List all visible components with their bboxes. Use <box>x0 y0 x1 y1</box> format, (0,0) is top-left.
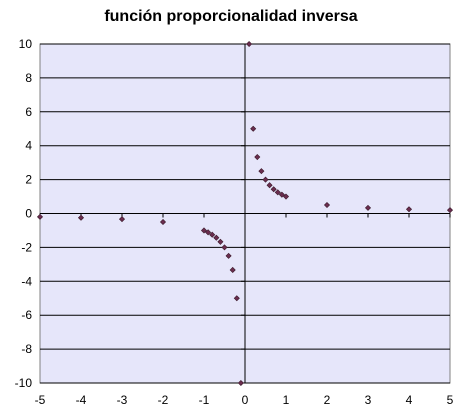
x-tick-label: -1 <box>199 393 210 407</box>
y-tick-label: 10 <box>19 37 33 51</box>
y-tick-label: -10 <box>15 376 33 390</box>
data-point <box>36 213 44 220</box>
data-point <box>221 244 228 251</box>
x-tick-label: 2 <box>324 393 331 407</box>
x-tick-labels: -5 -4 -3 -2 -1 0 1 2 3 4 5 <box>35 393 454 407</box>
data-point <box>233 295 240 302</box>
data-point <box>213 234 220 241</box>
data-point <box>246 40 253 48</box>
data-point <box>270 186 277 193</box>
data-point <box>405 206 413 213</box>
data-point <box>364 204 372 211</box>
x-tick-label: -3 <box>117 393 128 407</box>
data-point <box>254 154 261 161</box>
data-point <box>217 238 224 245</box>
x-tick-label: 4 <box>406 393 413 407</box>
data-point <box>77 214 85 221</box>
y-tick-label: 4 <box>25 139 32 153</box>
data-point <box>229 266 236 273</box>
y-tick-label: -4 <box>21 274 32 288</box>
data-point <box>274 189 281 196</box>
data-point <box>237 379 244 387</box>
data-point <box>200 227 208 234</box>
chart-title: función proporcionalidad inversa <box>104 8 358 25</box>
data-point <box>250 125 257 132</box>
data-point <box>118 216 126 223</box>
data-point <box>205 229 212 236</box>
data-point <box>225 252 232 259</box>
y-tick-labels: 10 8 6 4 2 0 -2 -4 -6 -8 -10 <box>15 37 33 390</box>
data-point <box>278 191 285 198</box>
y-tick-label: 2 <box>25 173 32 187</box>
data-point <box>282 193 290 200</box>
x-tick-label: -2 <box>158 393 169 407</box>
x-tick-label: 0 <box>242 393 249 407</box>
x-tick-label: 5 <box>447 393 454 407</box>
x-tick-label: 1 <box>283 393 290 407</box>
y-tick-label: -6 <box>21 308 32 322</box>
y-tick-label: 6 <box>25 105 32 119</box>
data-point <box>258 168 265 175</box>
data-point <box>159 218 167 225</box>
data-points <box>36 40 454 387</box>
x-tick-label: -4 <box>76 393 87 407</box>
data-point <box>446 207 454 214</box>
axes <box>39 43 451 384</box>
x-tick-label: -5 <box>35 393 46 407</box>
y-tick-label: -8 <box>21 342 32 356</box>
x-tick-label: 3 <box>365 393 372 407</box>
data-point <box>266 182 273 189</box>
data-point <box>323 202 331 209</box>
y-tick-label: -2 <box>21 240 32 254</box>
y-tick-label: 8 <box>25 71 32 85</box>
data-point <box>262 176 269 183</box>
data-point <box>209 231 216 238</box>
y-tick-label: 0 <box>25 207 32 221</box>
